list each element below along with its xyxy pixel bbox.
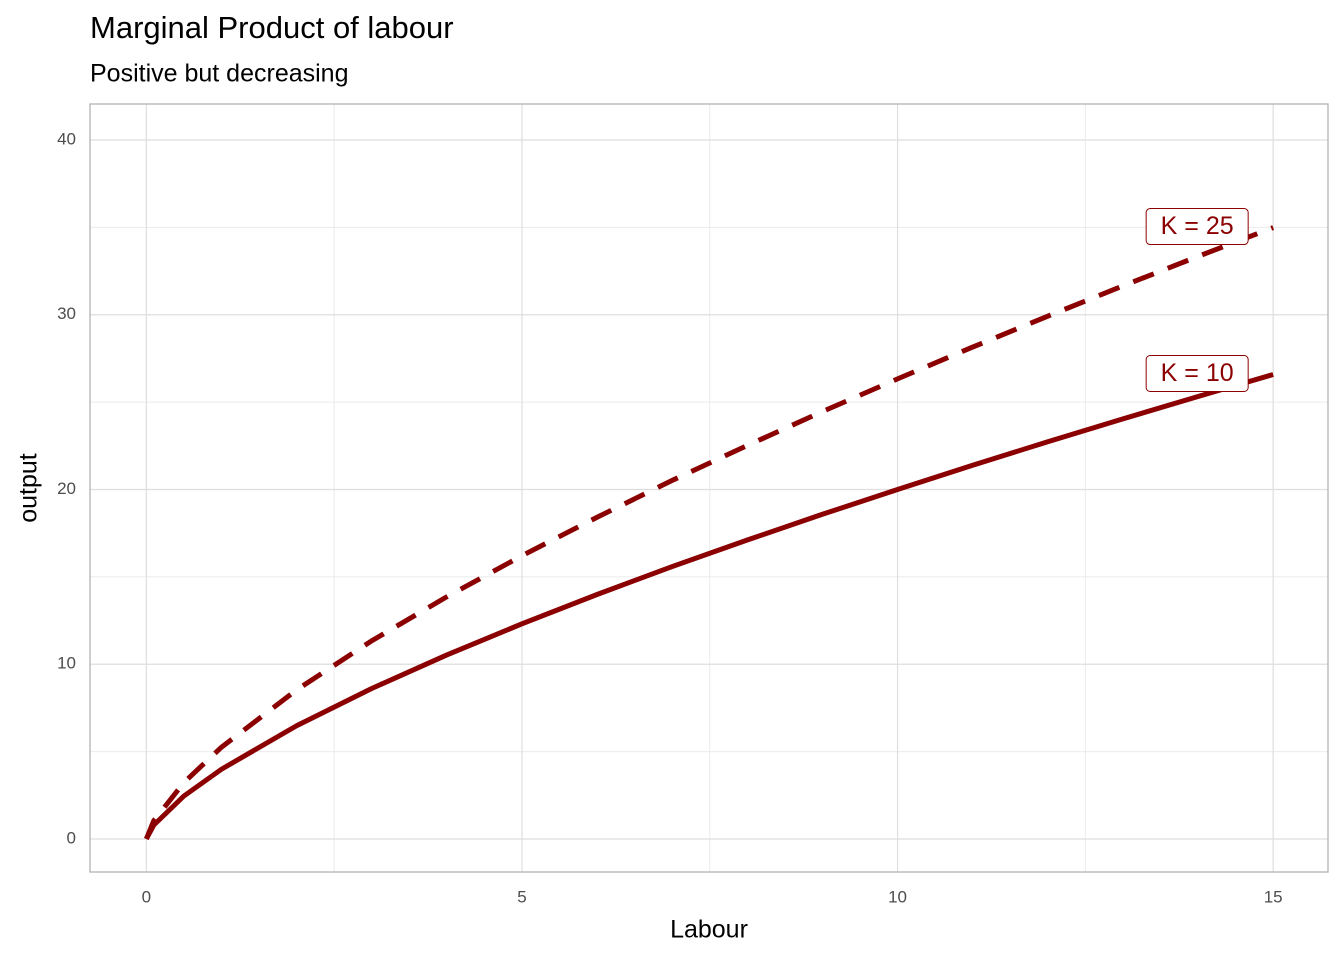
y-axis-title: output [15, 453, 43, 523]
chart-title: Marginal Product of labour [90, 10, 454, 45]
line [144, 372, 1274, 841]
panel-border [89, 103, 1329, 873]
x-tick-label: 10 [888, 887, 907, 906]
chart-subtitle: Positive but decreasing [90, 60, 348, 88]
x-tick-label: 0 [142, 887, 151, 906]
y-tick-label: 0 [67, 828, 76, 847]
series-label: K = 25 [1161, 212, 1234, 240]
x-tick-label: 5 [517, 887, 526, 906]
y-tick-label: 40 [57, 129, 76, 148]
label-box [1145, 208, 1249, 246]
y-tick-label: 30 [57, 304, 76, 323]
label-box [1145, 355, 1249, 393]
x-tick-label: 15 [1264, 887, 1283, 906]
series-label: K = 10 [1161, 359, 1234, 387]
x-axis-title: Labour [670, 916, 748, 944]
line [144, 225, 1275, 840]
y-tick-label: 20 [57, 479, 76, 498]
y-tick-label: 10 [57, 654, 76, 673]
